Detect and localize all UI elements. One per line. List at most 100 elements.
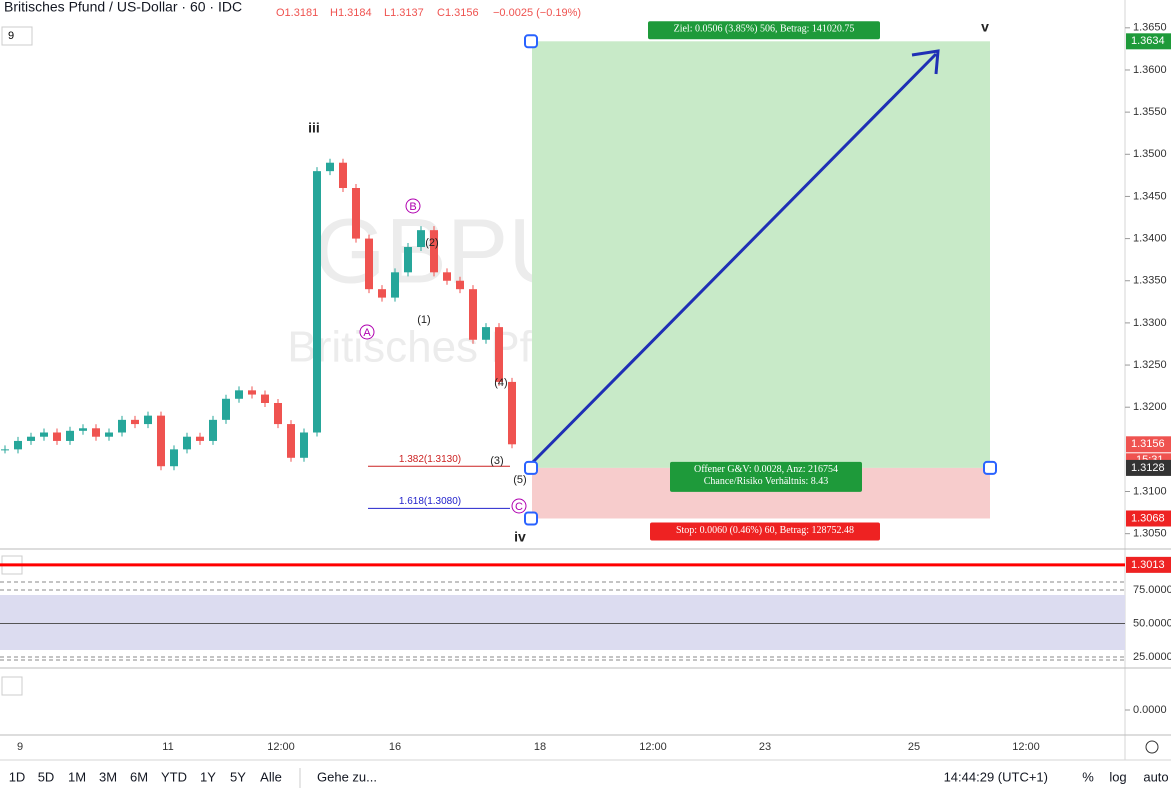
y-tick-label: 1.3250 bbox=[1133, 359, 1167, 371]
wave-label: iii bbox=[308, 120, 320, 136]
candle-body bbox=[469, 289, 477, 340]
wave-label: B bbox=[409, 201, 416, 213]
handle[interactable] bbox=[524, 460, 538, 475]
candle-body bbox=[287, 424, 295, 458]
range-button[interactable]: 5D bbox=[38, 769, 55, 784]
price-tag-label: 1.3634 bbox=[1131, 35, 1165, 47]
target-zone bbox=[532, 41, 990, 468]
wave-label: (3) bbox=[490, 455, 503, 467]
candle-body bbox=[508, 381, 516, 445]
auto-button[interactable]: auto bbox=[1143, 769, 1168, 784]
candle-body bbox=[443, 272, 451, 281]
price-tag-label: 1.3068 bbox=[1131, 512, 1165, 524]
log-button[interactable]: log bbox=[1109, 769, 1126, 784]
candle-body bbox=[157, 415, 165, 467]
x-tick-label: 12:00 bbox=[639, 741, 667, 753]
y-tick-label: 1.3650 bbox=[1133, 22, 1167, 34]
y-tick-label: 1.3600 bbox=[1133, 64, 1167, 76]
wave-label: (4) bbox=[494, 377, 507, 389]
y-tick-label: 1.3350 bbox=[1133, 275, 1167, 287]
candle-body bbox=[196, 436, 204, 441]
x-tick-label: 12:00 bbox=[267, 741, 295, 753]
y-tick-label: 1.3500 bbox=[1133, 148, 1167, 160]
wave-circle bbox=[511, 498, 527, 514]
candle-body bbox=[27, 436, 35, 441]
position-label: Offener G&V: 0.0028, Anz: 216754 bbox=[694, 464, 838, 475]
candle-body bbox=[352, 188, 360, 239]
price-tag bbox=[1126, 436, 1171, 453]
y-tick-label: 1.3050 bbox=[1133, 528, 1167, 540]
range-button[interactable]: 1M bbox=[68, 769, 86, 784]
goto-button[interactable]: Gehe zu... bbox=[317, 769, 377, 784]
y-tick-label: 1.3450 bbox=[1133, 190, 1167, 202]
range-button[interactable]: YTD bbox=[161, 769, 187, 784]
x-tick-label: 9 bbox=[17, 741, 23, 753]
wave-circle bbox=[359, 324, 375, 340]
candle-body bbox=[222, 398, 230, 420]
indicator-count[interactable]: 9 bbox=[8, 30, 14, 42]
price-tag bbox=[1126, 556, 1171, 573]
range-button[interactable]: 1Y bbox=[200, 769, 216, 784]
candle-body bbox=[404, 247, 412, 273]
candle-body bbox=[391, 272, 399, 298]
clock: 14:44:29 (UTC+1) bbox=[944, 769, 1048, 784]
handle[interactable] bbox=[983, 460, 997, 475]
position-label-box bbox=[650, 522, 880, 541]
ohlc: L1.3137 bbox=[384, 7, 424, 19]
x-tick-label: 12:00 bbox=[1012, 741, 1040, 753]
wave-label: iv bbox=[514, 529, 526, 545]
x-tick-label: 25 bbox=[908, 741, 920, 753]
candle-body bbox=[235, 390, 243, 399]
candle-body bbox=[482, 327, 490, 340]
price-tag bbox=[1126, 459, 1171, 476]
candle-body bbox=[79, 428, 87, 431]
arrow-head bbox=[911, 49, 940, 75]
handle[interactable] bbox=[524, 511, 538, 526]
price-tag-label: 1.3156 bbox=[1131, 438, 1165, 450]
candle-body bbox=[40, 432, 48, 437]
wave-label: v bbox=[981, 19, 989, 35]
range-button[interactable]: 5Y bbox=[230, 769, 246, 784]
rsi-tick-label: 25.0000 bbox=[1133, 651, 1171, 663]
pane-toggle[interactable] bbox=[1, 676, 23, 696]
macd-tick-label: 0.0000 bbox=[1133, 704, 1167, 716]
candle-body bbox=[144, 415, 152, 425]
handle[interactable] bbox=[524, 34, 538, 49]
ohlc: C1.3156 bbox=[437, 7, 479, 19]
percent-button[interactable]: % bbox=[1082, 769, 1094, 784]
range-button[interactable]: Alle bbox=[260, 769, 282, 784]
position-label: Stop: 0.0060 (0.46%) 60, Betrag: 128752.… bbox=[676, 525, 854, 536]
candle-body bbox=[378, 289, 386, 298]
candle-body bbox=[209, 419, 217, 441]
wave-circle bbox=[405, 198, 421, 214]
range-button[interactable]: 3M bbox=[99, 769, 117, 784]
ohlc: O1.3181 bbox=[276, 7, 318, 19]
x-tick-label: 23 bbox=[759, 741, 771, 753]
x-tick-label: 16 bbox=[389, 741, 401, 753]
settings-icon[interactable] bbox=[1145, 740, 1159, 754]
candle-body bbox=[365, 238, 373, 290]
wave-label: (2) bbox=[425, 237, 438, 249]
rsi-band bbox=[0, 595, 1125, 650]
rsi-tick-label: 75.0000 bbox=[1133, 584, 1171, 596]
candle-body bbox=[53, 432, 61, 441]
price-tag bbox=[1126, 510, 1171, 527]
candle-body bbox=[183, 436, 191, 450]
range-button[interactable]: 1D bbox=[9, 769, 26, 784]
candle-body bbox=[66, 430, 74, 441]
position-label-box bbox=[648, 21, 880, 40]
candle-body bbox=[14, 440, 22, 450]
y-tick-label: 1.3200 bbox=[1133, 401, 1167, 413]
candle-body bbox=[274, 402, 282, 425]
candle-body bbox=[105, 432, 113, 437]
position-label: Ziel: 0.0506 (3.85%) 506, Betrag: 141020… bbox=[674, 24, 855, 35]
candle-body bbox=[261, 394, 269, 403]
range-button[interactable]: 6M bbox=[130, 769, 148, 784]
candle-body bbox=[118, 419, 126, 433]
indicator-toggle[interactable] bbox=[1, 26, 33, 46]
candle-body bbox=[339, 162, 347, 189]
ohlc: −0.0025 (−0.19%) bbox=[493, 7, 581, 19]
candle-body bbox=[313, 171, 321, 433]
candle-body bbox=[170, 449, 178, 467]
